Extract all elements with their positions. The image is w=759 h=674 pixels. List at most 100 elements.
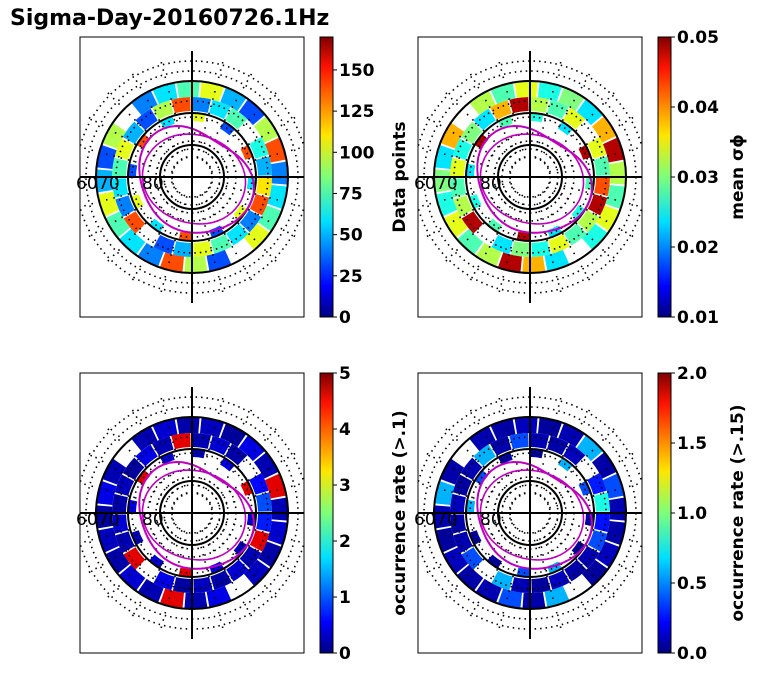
data-cell <box>131 530 144 545</box>
polar-panel: 60 70 80 0 1 2 3 4 5 occurrence rate (>.1) <box>76 364 410 664</box>
data-cell <box>149 554 164 569</box>
colorbar-tick-label: 125 <box>339 102 375 122</box>
colorbar-tick-label: 1 <box>339 588 351 608</box>
data-cell <box>576 435 604 462</box>
data-cell <box>434 505 452 529</box>
data-cell <box>123 211 146 234</box>
data-cell <box>510 241 530 257</box>
data-cell <box>577 546 600 569</box>
data-cell <box>152 436 174 456</box>
data-cell <box>178 567 192 577</box>
colorbar-label: mean σϕ <box>728 134 748 220</box>
dotted-meridian <box>208 186 301 241</box>
dotted-meridian <box>546 113 639 168</box>
data-cell <box>243 559 270 587</box>
data-cell <box>434 144 455 170</box>
data-cell <box>440 122 465 149</box>
data-cell <box>176 81 200 99</box>
data-cell <box>595 205 620 232</box>
auroral-boundary <box>138 124 256 234</box>
data-cell <box>581 559 608 587</box>
data-cell <box>514 80 538 99</box>
data-cell <box>184 591 208 609</box>
colorbar-tick-label: 0.0 <box>677 644 707 664</box>
data-cell <box>137 242 164 267</box>
data-cell <box>220 87 247 112</box>
dotted-meridian <box>83 522 176 577</box>
data-cell <box>530 433 550 449</box>
lat-label: 70 <box>436 510 458 530</box>
data-cell <box>516 567 530 577</box>
data-cell <box>160 452 175 465</box>
data-cell <box>114 474 135 496</box>
data-cell <box>253 116 279 143</box>
data-cell <box>475 578 502 603</box>
dotted-meridian <box>466 68 521 161</box>
colorbar-tick-label: 0.01 <box>677 308 719 328</box>
colorbar <box>657 372 672 654</box>
data-cell <box>257 541 282 568</box>
data-cell <box>487 218 502 233</box>
dotted-meridian <box>421 113 514 168</box>
auroral-boundary <box>138 460 256 570</box>
dotted-meridian <box>546 449 639 504</box>
data-cell <box>137 578 164 603</box>
colorbar <box>657 36 672 318</box>
dotted-meridian <box>543 526 619 602</box>
data-cell <box>490 100 512 120</box>
dotted-meridian <box>441 88 517 164</box>
dotted-meridian <box>201 193 256 286</box>
data-cell <box>225 107 248 130</box>
data-cell <box>466 163 476 177</box>
colorbar-tick-label: 0.04 <box>677 98 719 118</box>
data-cell <box>469 90 496 116</box>
data-cell <box>605 520 626 546</box>
data-cell <box>530 97 550 113</box>
dotted-meridian <box>128 193 183 286</box>
data-cell <box>171 97 191 114</box>
polar-panel: 60 70 80 0.0 0.5 1.0 1.5 2.0 occurrence rate (>.… <box>414 364 748 664</box>
auroral-boundary-inner <box>141 469 247 561</box>
data-cell <box>473 108 496 131</box>
data-cell <box>114 138 135 160</box>
data-cell <box>577 210 600 233</box>
data-cell <box>102 122 127 149</box>
data-cell <box>564 559 587 582</box>
colorbar-label: occurrence rate (>.1) <box>390 410 410 615</box>
colorbar-tick-label: 5 <box>339 364 351 384</box>
data-cell <box>239 546 262 569</box>
data-cell <box>118 228 146 255</box>
data-cell <box>469 530 482 545</box>
figure-title: Sigma-Day-20160726.1Hz <box>10 6 330 31</box>
data-cell <box>594 513 610 533</box>
data-cell <box>593 156 610 176</box>
dotted-meridian <box>549 482 642 509</box>
data-cell <box>443 547 469 574</box>
dotted-meridian <box>421 186 514 241</box>
data-cell <box>131 194 144 209</box>
dotted-meridian <box>421 449 514 504</box>
data-cell <box>118 564 146 591</box>
colorbar-label: occurrence rate (>.15) <box>728 404 748 621</box>
data-cell <box>199 417 225 438</box>
data-cell <box>608 497 626 521</box>
data-cell <box>460 457 483 480</box>
data-cell <box>178 231 192 241</box>
dotted-meridian <box>543 424 619 500</box>
dotted-meridian <box>80 181 173 208</box>
colorbar-tick-label: 0.02 <box>677 238 719 258</box>
data-cell <box>192 97 212 113</box>
dotted-meridian <box>103 88 179 164</box>
data-cell <box>563 107 586 130</box>
data-cell <box>131 90 158 116</box>
auroral-boundary <box>476 124 594 234</box>
data-cell <box>509 97 529 114</box>
data-cell <box>238 99 266 126</box>
data-cell <box>255 156 272 176</box>
data-cell <box>131 426 158 452</box>
data-cell <box>531 240 551 257</box>
auroral-boundary <box>476 460 594 570</box>
data-cell <box>96 480 117 506</box>
colorbar-tick-label: 0 <box>339 644 351 664</box>
